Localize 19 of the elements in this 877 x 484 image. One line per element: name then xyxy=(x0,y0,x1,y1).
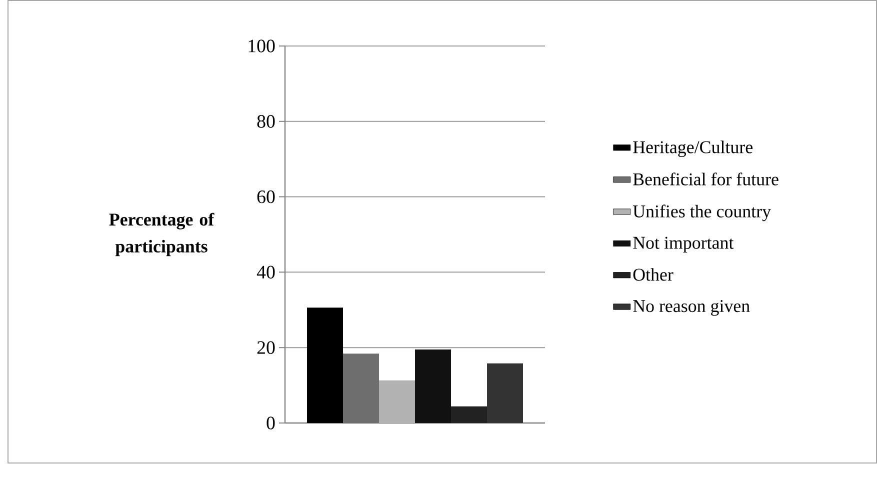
y-axis-title: Percentage of participants xyxy=(109,212,214,256)
y-tick-label: 40 xyxy=(256,266,275,279)
y-tick-label: 100 xyxy=(248,40,275,52)
bar xyxy=(343,354,379,423)
bar xyxy=(487,363,523,423)
legend-label: Heritage/Culture xyxy=(633,140,752,157)
bar xyxy=(379,380,415,423)
legend-label: Not important xyxy=(633,236,734,252)
bar xyxy=(415,349,451,423)
y-tick-label: 0 xyxy=(266,416,275,430)
y-tick-label: 20 xyxy=(257,341,275,354)
legend-label: No reason given xyxy=(633,300,750,316)
y-tick-label: 80 xyxy=(257,115,275,128)
y-tick-label: 60 xyxy=(257,190,275,204)
legend-label: Beneficial for future xyxy=(633,172,778,186)
legend-label: Unifies the country xyxy=(632,204,771,222)
bar xyxy=(307,308,343,423)
bar xyxy=(451,406,487,423)
legend-label: Other xyxy=(633,268,674,281)
